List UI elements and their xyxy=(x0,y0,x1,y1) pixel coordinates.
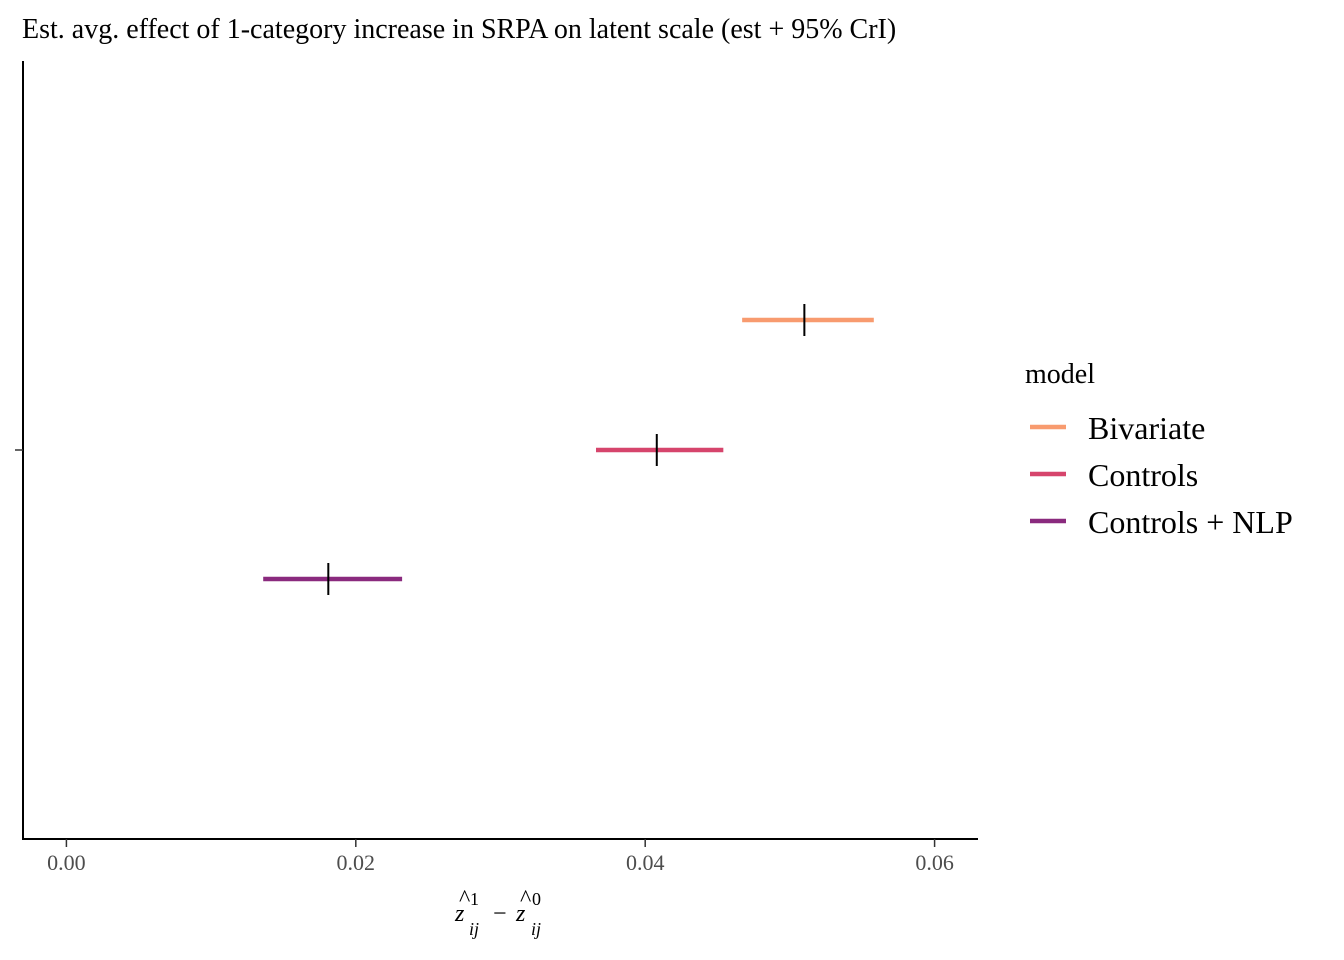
interval-marks xyxy=(263,304,874,595)
plot-area: 0.00 0.02 0.04 0.06 xyxy=(15,61,978,875)
legend-label: Bivariate xyxy=(1088,410,1205,446)
legend-items: Bivariate Controls Controls + NLP xyxy=(1030,410,1293,540)
x-tick-label: 0.04 xyxy=(626,850,665,875)
legend: model Bivariate Controls Controls + NLP xyxy=(1025,359,1293,540)
x-label-subscript-2: ij xyxy=(531,919,541,939)
legend-label: Controls + NLP xyxy=(1088,504,1293,540)
x-label-hat-2: ^ xyxy=(520,886,531,912)
x-label-subscript-1: ij xyxy=(469,919,479,939)
legend-title: model xyxy=(1025,359,1095,390)
x-label-superscript-1: 1 xyxy=(470,889,479,909)
x-axis-ticks: 0.00 0.02 0.04 0.06 xyxy=(47,839,954,875)
x-label-symbol-2: z xyxy=(515,901,526,927)
legend-label: Controls xyxy=(1088,457,1198,493)
chart-title: Est. avg. effect of 1-category increase … xyxy=(22,14,896,45)
x-label-superscript-2: 0 xyxy=(532,889,541,909)
x-tick-label: 0.02 xyxy=(337,850,376,875)
x-label-operator: − xyxy=(493,901,507,927)
x-axis-label: z ^ 1 ij − z ^ 0 ij xyxy=(454,886,541,939)
x-label-symbol-1: z xyxy=(454,901,465,927)
x-label-hat-1: ^ xyxy=(459,886,470,912)
x-tick-label: 0.00 xyxy=(47,850,86,875)
x-tick-label: 0.06 xyxy=(915,850,954,875)
